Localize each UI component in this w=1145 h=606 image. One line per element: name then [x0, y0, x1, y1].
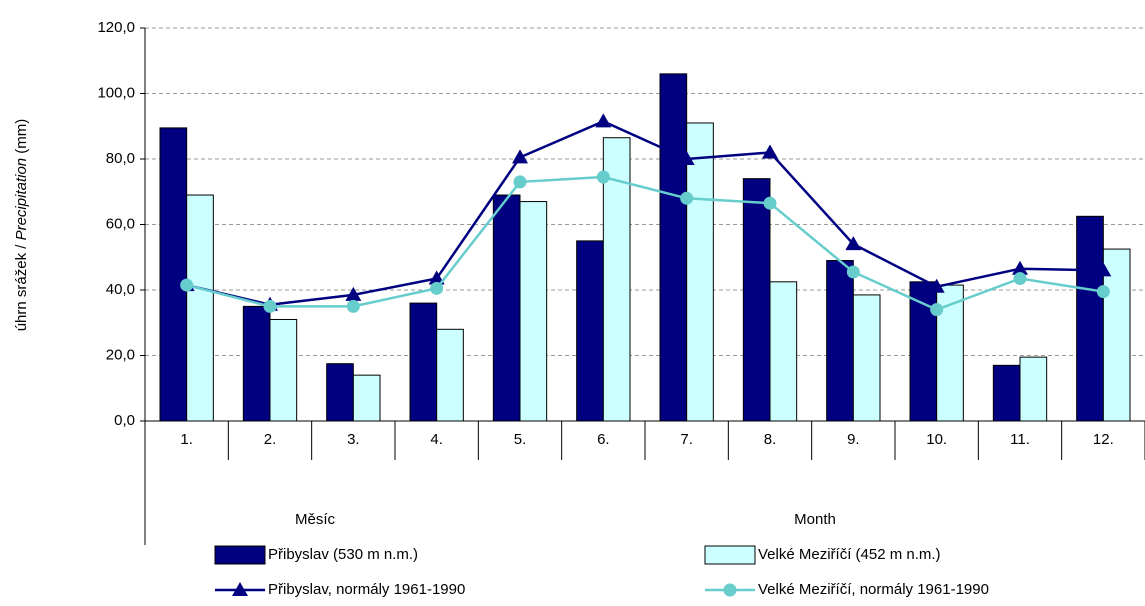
line-marker [595, 113, 612, 128]
line-marker [1013, 272, 1027, 286]
line-marker [180, 278, 194, 292]
line-marker [678, 151, 695, 165]
legend-label: Přibyslav, normály 1961-1990 [268, 581, 465, 598]
line-marker [430, 281, 444, 295]
x-tick-label: 9. [847, 431, 860, 448]
bar [852, 294, 881, 422]
x-tick-label: 4. [430, 431, 443, 448]
bar [242, 305, 271, 422]
bar [326, 363, 354, 422]
legend-swatch [214, 545, 266, 565]
bar [352, 374, 381, 422]
line-marker [263, 299, 277, 313]
x-tick-label: 6. [597, 431, 610, 448]
line-marker [428, 270, 445, 285]
bar [742, 178, 771, 422]
x-tick-label: 7. [680, 431, 693, 448]
line-marker [513, 175, 527, 189]
bar [659, 73, 688, 422]
line-marker [1095, 262, 1112, 277]
line-marker [345, 286, 362, 301]
legend-label: Přibyslav (530 m n.m.) [268, 546, 418, 563]
y-tick-label: 120,0 [97, 19, 135, 36]
bar [1102, 248, 1131, 422]
line-marker [512, 149, 528, 164]
bar [992, 364, 1021, 422]
y-tick-label: 40,0 [106, 281, 135, 298]
x-tick-label: 2. [264, 431, 277, 448]
y-label-part: (mm) [13, 119, 30, 158]
legend-label: Velké Meziříčí (452 m n.m.) [758, 546, 941, 563]
line [186, 175, 1104, 312]
bar [159, 127, 188, 422]
line-marker [762, 144, 778, 159]
line-marker [928, 278, 945, 293]
legend-label: Velké Meziříčí, normály 1961-1990 [758, 581, 989, 598]
y-label-part: úhrn srážek / [13, 240, 30, 331]
y-tick-label: 80,0 [106, 150, 135, 167]
legend-swatch [704, 545, 756, 565]
x-tick-label: 5. [514, 431, 527, 448]
line-marker [680, 191, 694, 205]
x-tick-label: 12. [1093, 431, 1114, 448]
y-tick-label: 20,0 [106, 346, 135, 363]
x-tick-label: 11. [1010, 431, 1030, 448]
x-group-label: Měsíc [295, 511, 336, 528]
line-marker [763, 196, 777, 210]
bar [686, 122, 714, 422]
bar [602, 137, 631, 422]
bar [769, 281, 798, 422]
line-marker [845, 236, 862, 251]
y-tick-label: 0,0 [114, 412, 135, 429]
y-tick-label: 100,0 [97, 84, 135, 101]
line-marker [846, 265, 860, 279]
bar [1019, 356, 1048, 422]
bar [826, 260, 854, 422]
line-marker [346, 299, 360, 313]
bar [519, 201, 548, 422]
line-marker [596, 170, 610, 184]
bar [576, 240, 604, 422]
x-tick-label: 3. [347, 431, 360, 448]
line [186, 119, 1104, 307]
line-marker [232, 582, 248, 596]
bar [1076, 215, 1104, 422]
x-group-label: Month [794, 511, 836, 528]
y-tick-label: 60,0 [106, 215, 135, 232]
bar [186, 194, 214, 422]
x-tick-label: 1. [180, 431, 193, 448]
line-marker [930, 303, 944, 317]
line-marker [1012, 260, 1028, 275]
bar [492, 194, 521, 422]
x-tick-label: 8. [764, 431, 777, 448]
bar [436, 328, 464, 422]
line-marker [723, 583, 737, 597]
y-axis-label: úhrn srážek / Precipitation (mm) [13, 119, 30, 332]
y-label-part: Precipitation [13, 158, 30, 241]
line-marker [1096, 285, 1110, 299]
x-tick-label: 10. [926, 431, 947, 448]
bar [409, 302, 438, 422]
bar [269, 318, 298, 422]
